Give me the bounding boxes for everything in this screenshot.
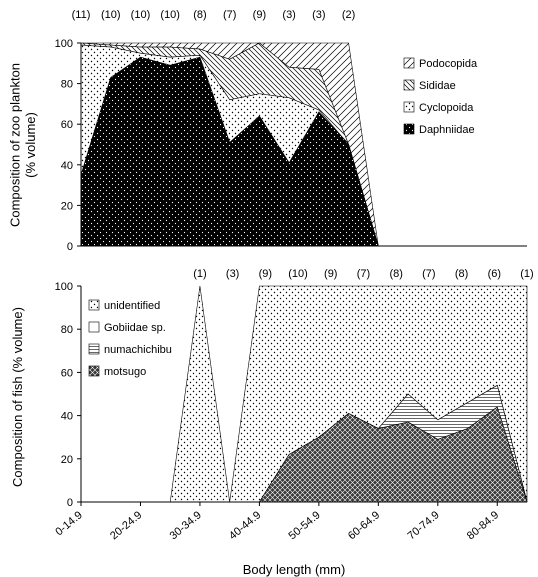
x-tick-label: 20-24.9 bbox=[108, 509, 144, 542]
x-tick-label: 30-34.9 bbox=[168, 509, 204, 542]
legend-swatch-podocopida bbox=[403, 57, 415, 69]
legend-label-motsugo: motsugo bbox=[104, 366, 146, 378]
sample-size-label: (1) bbox=[520, 268, 533, 280]
sample-size-label: (10) bbox=[131, 9, 151, 21]
legend-label-gobiidae-sp: Gobiidae sp. bbox=[104, 322, 166, 334]
y-tick-label: 100 bbox=[55, 38, 73, 50]
fish-chart: 0 20 40 60 80 100 (1) (3) (9) (10) (9) (7) (8) (7) (8)… bbox=[10, 268, 534, 577]
y-tick-label: 0 bbox=[67, 497, 73, 509]
legend: Podocopida Sididae Cyclopoida Daphniidae bbox=[403, 57, 478, 136]
sample-size-label: (10) bbox=[288, 268, 308, 280]
sample-size-label: (9) bbox=[324, 268, 337, 280]
x-tick-label: 0-14.9 bbox=[53, 509, 85, 538]
x-tick-label: 70-74.9 bbox=[405, 509, 441, 542]
y-tick-label: 40 bbox=[61, 411, 73, 423]
sample-size-label: (10) bbox=[101, 9, 121, 21]
legend-swatch-unidentified bbox=[88, 299, 100, 311]
sample-size-label: (8) bbox=[193, 9, 206, 21]
zooplankton-chart: 0 20 40 60 80 100 (11) (10) (10) (10) (8) (7) (9) (3)… bbox=[7, 9, 527, 253]
y-tick-label: 80 bbox=[61, 324, 73, 336]
y-axis-label-line: Composition of zoo plankton bbox=[7, 63, 22, 227]
legend-swatch-gobiidae-sp bbox=[88, 321, 100, 333]
sample-size-label: (10) bbox=[160, 9, 180, 21]
legend-label-daphniidae: Daphniidae bbox=[419, 124, 475, 136]
sample-size-label: (7) bbox=[422, 268, 435, 280]
y-tick-label: 40 bbox=[61, 160, 73, 172]
y-axis-label: Composition of fish (% volume) bbox=[10, 307, 25, 487]
y-axis-label: Composition of zoo plankton(% volume) bbox=[7, 63, 38, 227]
legend-label-numachichibu: numachichibu bbox=[104, 344, 172, 356]
legend-label-cyclopoida: Cyclopoida bbox=[419, 102, 474, 114]
y-tick-label: 60 bbox=[61, 119, 73, 131]
y-tick-label: 80 bbox=[61, 79, 73, 91]
sample-size-label: (8) bbox=[455, 268, 468, 280]
sample-size-label: (8) bbox=[389, 268, 402, 280]
legend-label-unidentified: unidentified bbox=[104, 300, 160, 312]
sample-size-label: (9) bbox=[253, 9, 266, 21]
y-axis-label-line: (% volume) bbox=[23, 112, 38, 178]
legend: unidentified Gobiidae sp. numachichibu mots… bbox=[88, 299, 172, 378]
y-tick-label: 100 bbox=[55, 281, 73, 293]
legend-label-sididae: Sididae bbox=[419, 80, 456, 92]
y-tick-label: 20 bbox=[61, 454, 73, 466]
sample-size-label: (2) bbox=[342, 9, 355, 21]
legend-label-podocopida: Podocopida bbox=[419, 58, 478, 70]
sample-size-label: (3) bbox=[312, 9, 325, 21]
y-tick-label: 0 bbox=[67, 241, 73, 253]
sample-size-label: (6) bbox=[488, 268, 501, 280]
y-tick-label: 20 bbox=[61, 200, 73, 212]
y-tick-label: 60 bbox=[61, 367, 73, 379]
legend-swatch-numachichibu bbox=[88, 343, 100, 355]
x-tick-label: 80-84.9 bbox=[465, 509, 501, 542]
sample-size-label: (7) bbox=[223, 9, 236, 21]
y-axis-label-line: Composition of fish (% volume) bbox=[10, 307, 25, 487]
sample-size-label: (11) bbox=[72, 9, 91, 21]
sample-size-label: (3) bbox=[226, 268, 239, 280]
legend-swatch-motsugo bbox=[88, 365, 100, 377]
x-tick-label: 40-44.9 bbox=[227, 509, 263, 542]
sample-size-label: (3) bbox=[282, 9, 295, 21]
legend-swatch-sididae bbox=[403, 79, 415, 91]
sample-size-label: (9) bbox=[259, 268, 272, 280]
x-tick-label: 50-54.9 bbox=[286, 509, 322, 542]
sample-size-label: (1) bbox=[193, 268, 206, 280]
sample-size-label: (7) bbox=[357, 268, 370, 280]
x-axis-label: Body length (mm) bbox=[243, 562, 346, 577]
legend-swatch-daphniidae bbox=[403, 123, 415, 135]
x-tick-label: 60-64.9 bbox=[346, 509, 382, 542]
legend-swatch-cyclopoida bbox=[403, 101, 415, 113]
